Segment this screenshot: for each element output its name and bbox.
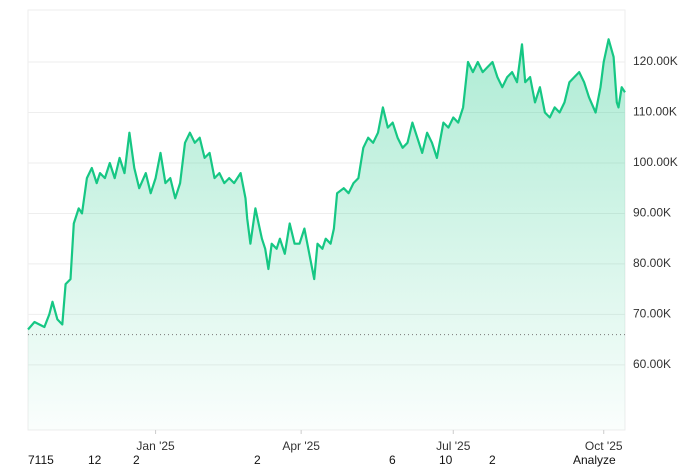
x-tick-label: Apr '25 <box>282 439 320 453</box>
x-tick-label: Jan '25 <box>136 439 175 453</box>
toolbar-item: 2 <box>254 453 261 467</box>
toolbar-item: 2 <box>133 453 140 467</box>
y-tick-label: 60.00K <box>633 357 671 371</box>
y-tick-label: 120.00K <box>633 54 678 68</box>
area-fill <box>28 39 625 431</box>
y-tick-label: 90.00K <box>633 206 671 220</box>
y-tick-label: 70.00K <box>633 307 671 321</box>
toolbar-item: 10 <box>439 453 453 467</box>
toolbar-item: 2 <box>489 453 496 467</box>
toolbar-item: 12 <box>88 453 102 467</box>
toolbar-item: 7115 <box>28 453 54 467</box>
toolbar-item: 6 <box>389 453 396 467</box>
price-line <box>27 38 626 331</box>
y-tick-label: 110.00K <box>633 105 677 119</box>
y-tick-label: 100.00K <box>633 155 678 169</box>
y-tick-label: 80.00K <box>633 256 671 270</box>
toolbar-item: Analyze <box>573 453 616 467</box>
x-tick-label: Oct '25 <box>585 439 623 453</box>
x-tick-label: Jul '25 <box>436 439 471 453</box>
